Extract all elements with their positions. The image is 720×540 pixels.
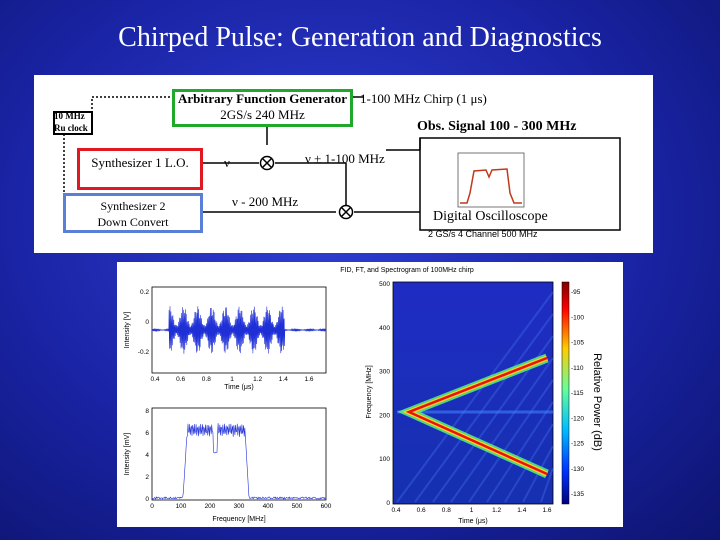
fid-xtick: 1.6 (304, 376, 313, 383)
ft-ytick: 6 (145, 430, 149, 437)
plots-title: FID, FT, and Spectrogram of 100MHz chirp (340, 267, 474, 274)
plots-panel: FID, FT, and Spectrogram of 100MHz chirp… (117, 262, 623, 527)
ft-ytick: 2 (145, 474, 149, 481)
colorbar-tick: -135 (571, 491, 584, 498)
ft-ytick: 8 (145, 408, 149, 415)
fid-xlabel: Time (μs) (224, 384, 253, 391)
colorbar-tick: -125 (571, 441, 584, 448)
afg-label-line1: Arbitrary Function Generator (172, 91, 353, 107)
chirp-label: 1-100 MHz Chirp (1 μs) (360, 91, 487, 107)
ft-xtick: 0 (150, 503, 154, 510)
clock-label-line1: 10 MHz (54, 111, 85, 121)
spectrogram-xtick: 1.6 (542, 507, 551, 514)
fid-xtick: 0.4 (150, 376, 159, 383)
spectrogram-ytick: 0 (386, 500, 390, 507)
obs-signal-label: Obs. Signal 100 - 300 MHz (417, 119, 576, 135)
colorbar (562, 282, 569, 504)
spectrogram-ytick: 300 (379, 369, 390, 376)
fid-xtick: 0.6 (176, 376, 185, 383)
fid-xtick: 1.4 (279, 376, 288, 383)
ft-xtick: 400 (263, 503, 274, 510)
fid-ytick: 0.2 (140, 289, 149, 296)
ft-ytick: 0 (145, 496, 149, 503)
ft-axes (152, 408, 326, 500)
spectrogram-ylabel: Frequency [MHz] (366, 365, 373, 418)
spectrogram-ytick: 400 (379, 325, 390, 332)
fid-xtick: 0.8 (202, 376, 211, 383)
ft-xtick: 500 (292, 503, 303, 510)
mixer-2-icon (338, 204, 354, 220)
nu-plus-label: ν ± 1-100 MHz (305, 151, 385, 167)
colorbar-label: Relative Power (dB) (591, 353, 603, 451)
spectrogram-xtick: 0.8 (442, 507, 451, 514)
colorbar-tick: -105 (571, 340, 584, 347)
synth2-label-line2: Down Convert (63, 215, 203, 230)
nu-minus-label: ν - 200 MHz (232, 194, 298, 210)
spectrogram-xtick: 1 (470, 507, 474, 514)
spectrogram-ytick: 200 (379, 412, 390, 419)
colorbar-tick: -95 (571, 289, 581, 296)
fid-ytick: -0.2 (138, 349, 150, 356)
ft-xtick: 300 (234, 503, 245, 510)
scope-spec: 2 GS/s 4 Channel 500 MHz (428, 229, 538, 239)
block-diagram: 10 MHz Ru clock Arbitrary Function Gener… (34, 75, 653, 253)
colorbar-tick: -130 (571, 466, 584, 473)
nu-label: ν (224, 155, 230, 171)
mixer-1-icon (259, 155, 275, 171)
synth1-label: Synthesizer 1 L.O. (77, 155, 203, 171)
afg-label-line2: 2GS/s 240 MHz (172, 107, 353, 123)
scope-trace (460, 169, 522, 203)
spectrogram-xtick: 1.2 (492, 507, 501, 514)
spectrogram-xtick: 0.4 (391, 507, 400, 514)
fid-xtick: 1 (230, 376, 234, 383)
spectrogram-ytick: 100 (379, 456, 390, 463)
colorbar-tick: -100 (571, 314, 584, 321)
spectrogram-xtick: 0.6 (417, 507, 426, 514)
spectrogram-ytick: 500 (379, 281, 390, 288)
plots-svg: FID, FT, and Spectrogram of 100MHz chirp… (117, 262, 623, 527)
ft-ytick: 4 (145, 452, 149, 459)
clock-label-line2: Ru clock (54, 123, 88, 133)
ft-xtick: 600 (321, 503, 332, 510)
ft-xlabel: Frequency [MHz] (212, 516, 265, 523)
ft-xtick: 100 (176, 503, 187, 510)
slide-title: Chirped Pulse: Generation and Diagnostic… (0, 22, 720, 54)
colorbar-tick: -120 (571, 415, 584, 422)
synth2-label-line1: Synthesizer 2 (63, 199, 203, 214)
spectrogram-xlabel: Time (μs) (458, 518, 487, 525)
ft-ylabel: Intensity [mV] (124, 433, 131, 475)
spectrogram-xtick: 1.4 (517, 507, 526, 514)
fid-xtick: 1.2 (253, 376, 262, 383)
fid-ylabel: Intensity [V] (124, 312, 131, 349)
scope-label: Digital Oscilloscope (431, 209, 550, 225)
ft-xtick: 200 (205, 503, 216, 510)
fid-ytick: 0 (145, 319, 149, 326)
colorbar-tick: -115 (571, 390, 584, 397)
colorbar-tick: -110 (571, 365, 584, 372)
